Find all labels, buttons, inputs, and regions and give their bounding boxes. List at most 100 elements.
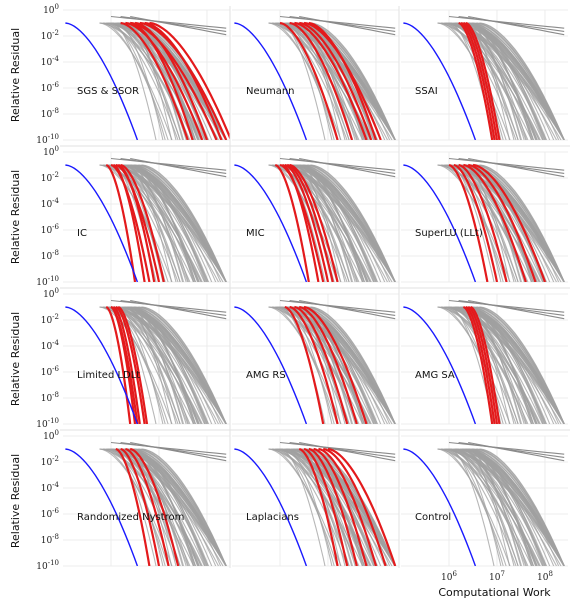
background-series xyxy=(448,15,565,29)
highlight-series xyxy=(467,305,499,424)
background-series xyxy=(447,306,565,424)
background-series xyxy=(127,448,227,566)
background-series xyxy=(289,299,396,316)
background-series xyxy=(268,22,371,140)
background-series xyxy=(458,157,565,174)
highlight-series xyxy=(130,21,218,140)
panel-4: MIC xyxy=(232,151,399,283)
y-tick-label: 10-8 xyxy=(41,249,59,262)
background-series xyxy=(141,164,227,282)
background-series xyxy=(120,157,227,174)
background-series xyxy=(479,22,565,140)
background-series xyxy=(281,448,326,566)
y-axis-label: Relative Residual xyxy=(9,312,22,406)
highlight-series xyxy=(458,21,494,140)
background-series xyxy=(127,306,173,424)
highlight-series xyxy=(322,447,387,566)
background-series xyxy=(110,299,227,313)
background-series xyxy=(279,157,396,171)
panel-label: Randomized Nystrom xyxy=(77,512,184,523)
background-series xyxy=(274,306,348,424)
background-series xyxy=(112,448,157,566)
highlight-series xyxy=(470,305,501,424)
background-series xyxy=(443,448,517,566)
background-series xyxy=(292,164,356,282)
highlight-series xyxy=(125,21,204,140)
panel-label: SuperLU (LLt) xyxy=(415,228,483,239)
background-series xyxy=(471,164,565,282)
highlight-series xyxy=(303,305,368,424)
y-tick-label: 100 xyxy=(43,145,59,158)
y-tick-label: 100 xyxy=(43,287,59,300)
background-series xyxy=(141,306,227,424)
y-tick-label: 10-2 xyxy=(41,29,59,42)
background-series xyxy=(440,22,565,140)
background-series xyxy=(299,299,396,320)
highlight-series xyxy=(453,163,499,282)
background-series xyxy=(281,448,388,566)
background-series xyxy=(289,441,396,458)
background-series xyxy=(297,306,354,424)
background-series xyxy=(133,448,227,566)
background-series xyxy=(465,22,565,140)
panel-label: Laplacians xyxy=(246,512,299,523)
panel-label: Limited LDLt xyxy=(77,370,140,381)
background-series xyxy=(274,448,348,566)
background-series xyxy=(268,164,371,282)
highlight-series xyxy=(282,163,320,282)
baseline-series xyxy=(234,164,308,282)
background-series xyxy=(465,306,565,424)
highlight-series xyxy=(284,163,330,282)
background-series xyxy=(128,306,213,424)
background-series xyxy=(128,164,185,282)
highlight-series xyxy=(463,163,527,282)
background-series xyxy=(471,306,565,424)
background-series xyxy=(128,306,185,424)
background-series xyxy=(466,448,523,566)
highlight-series xyxy=(120,21,189,140)
baseline-series xyxy=(65,448,139,566)
background-series xyxy=(279,441,396,455)
background-series xyxy=(468,441,565,462)
background-series xyxy=(120,299,227,316)
background-series xyxy=(105,22,179,140)
background-series xyxy=(437,306,540,424)
background-series xyxy=(127,164,173,282)
baseline-series xyxy=(234,22,308,140)
panel-label: SSAI xyxy=(415,86,438,97)
highlight-series xyxy=(465,21,501,140)
y-axis-label: Relative Residual xyxy=(9,170,22,264)
highlight-series xyxy=(299,21,373,140)
y-tick-label: 100 xyxy=(43,429,59,442)
highlight-series xyxy=(327,447,397,566)
baseline-series xyxy=(65,164,139,282)
background-series xyxy=(466,22,523,140)
background-series xyxy=(437,22,511,140)
background-series xyxy=(465,22,511,140)
highlight-series xyxy=(313,447,368,566)
highlight-series xyxy=(289,21,354,140)
background-series xyxy=(112,22,157,140)
background-series xyxy=(468,299,565,320)
background-series xyxy=(299,157,396,178)
panel-label: Control xyxy=(415,512,451,523)
background-series xyxy=(128,164,213,282)
background-series xyxy=(109,22,227,140)
background-series xyxy=(450,164,495,282)
y-tick-label: 10-6 xyxy=(41,507,60,520)
highlight-series xyxy=(294,305,349,424)
panel-label: AMG RS xyxy=(246,370,286,381)
panel-label: AMG SA xyxy=(415,370,455,381)
y-tick-label: 10-8 xyxy=(41,107,59,120)
highlight-series xyxy=(308,447,358,566)
background-series xyxy=(479,164,565,282)
background-series xyxy=(123,306,187,424)
panel-10: Laplacians xyxy=(232,435,399,567)
background-series xyxy=(437,448,540,566)
background-series xyxy=(112,164,219,282)
background-series xyxy=(466,306,551,424)
background-series xyxy=(437,306,511,424)
y-tick-label: 10-6 xyxy=(41,81,60,94)
background-series xyxy=(447,448,565,566)
